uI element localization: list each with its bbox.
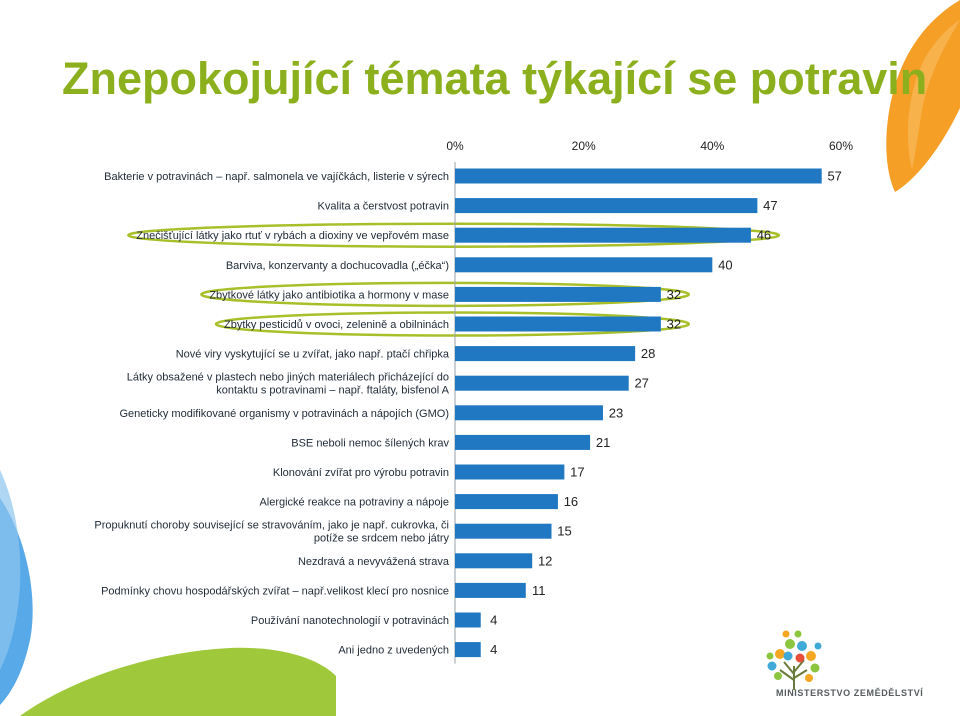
category-label: Nové viry vyskytující se u zvířat, jako … <box>176 349 450 361</box>
value-label: 23 <box>609 405 623 420</box>
ministry-logo <box>762 626 940 708</box>
category-label: Bakterie v potravinách – např. salmonela… <box>104 171 449 183</box>
highlight-ellipses <box>127 222 781 337</box>
category-label-line: Znečišťující látky jako rtuť v rybách a … <box>136 230 449 242</box>
category-label: Podmínky chovu hospodářských zvířat – na… <box>101 585 449 597</box>
x-tick-label: 0% <box>446 139 464 153</box>
category-label-line: BSE neboli nemoc šílených krav <box>291 437 449 449</box>
bar <box>455 227 751 243</box>
bar <box>455 612 481 628</box>
bar <box>455 405 603 421</box>
category-label: Používání nanotechnologií v potravinách <box>251 615 449 627</box>
bar <box>455 316 661 332</box>
bar <box>455 582 526 598</box>
bar <box>455 346 636 362</box>
category-label-line: Bakterie v potravinách – např. salmonela… <box>104 171 449 183</box>
category-label-line: Geneticky modifikované organismy v potra… <box>119 408 449 420</box>
value-label: 4 <box>490 642 497 657</box>
bar <box>455 257 713 273</box>
value-label: 4 <box>490 613 497 628</box>
category-label: Geneticky modifikované organismy v potra… <box>119 408 449 420</box>
x-tick-label: 20% <box>572 139 596 153</box>
value-label: 12 <box>538 553 552 568</box>
category-label-line: Alergické reakce na potraviny a nápoje <box>259 497 449 509</box>
value-label: 11 <box>532 583 546 598</box>
decorative-orange-leaf-highlight <box>908 20 960 170</box>
category-label: Látky obsažené v plastech nebo jiných ma… <box>127 372 450 397</box>
bar <box>455 464 565 480</box>
category-label-line: Látky obsažené v plastech nebo jiných ma… <box>127 372 449 384</box>
bar <box>455 553 533 569</box>
value-label: 57 <box>827 169 841 184</box>
tree-logo-icon <box>766 630 822 690</box>
value-label: 32 <box>667 317 681 332</box>
category-label-line: Nezdravá a nevyvážená strava <box>298 556 450 568</box>
category-label: Propuknutí choroby související se stravo… <box>94 520 449 545</box>
bar <box>455 375 629 391</box>
bar <box>455 494 558 510</box>
value-label: 27 <box>634 376 648 391</box>
value-label: 47 <box>763 198 777 213</box>
category-label: Kvalita a čerstvost potravin <box>318 201 449 213</box>
bars <box>455 168 822 658</box>
bar <box>455 642 481 658</box>
value-label: 17 <box>570 465 584 480</box>
x-axis-ticks: 0% 20% 40% 60% <box>446 139 853 153</box>
category-label: Ani jedno z uvedených <box>338 645 449 657</box>
highlight-ellipse <box>200 281 691 308</box>
category-label-line: Nové viry vyskytující se u zvířat, jako … <box>176 349 450 361</box>
highlight-ellipse <box>127 222 781 248</box>
category-label-line: Propuknutí choroby související se stravo… <box>94 520 449 532</box>
decorative-green-wave <box>20 647 336 716</box>
category-label-line: Podmínky chovu hospodářských zvířat – na… <box>101 585 449 597</box>
category-label: Nezdravá a nevyvážená strava <box>298 556 450 568</box>
value-label: 40 <box>718 257 732 272</box>
category-label-line: Ani jedno z uvedených <box>338 645 449 657</box>
bar <box>455 286 661 302</box>
value-labels: 57 47 46 40 32 32 28 27 23 21 17 16 15 12 11 4 4 <box>490 169 842 658</box>
category-label: Barviva, konzervanty a dochucovadla („éč… <box>226 260 449 272</box>
value-label: 28 <box>641 346 655 361</box>
category-label: Zbytky pesticidů v ovoci, zelenině a obi… <box>224 319 449 331</box>
category-label-line: Zbytkové látky jako antibiotika a hormon… <box>209 289 449 301</box>
bar <box>455 198 758 214</box>
ministry-logo-text: MINISTERSTVO ZEMĚDĚLSTVÍ <box>776 688 924 698</box>
category-label-line: Klonování zvířat pro výrobu potravin <box>273 467 449 479</box>
bar <box>455 434 591 450</box>
category-label: Klonování zvířat pro výrobu potravin <box>273 467 449 479</box>
value-label: 46 <box>757 228 771 243</box>
category-labels: Bakterie v potravinách – např. salmonela… <box>94 171 449 657</box>
category-label-line: kontaktu s potravinami – např. ftaláty, … <box>216 385 449 397</box>
category-label: Znečišťující látky jako rtuť v rybách a … <box>136 230 449 242</box>
highlight-ellipse <box>214 311 691 337</box>
value-label: 32 <box>667 287 681 302</box>
category-label-line: Používání nanotechnologií v potravinách <box>251 615 449 627</box>
category-label: Zbytkové látky jako antibiotika a hormon… <box>209 289 449 301</box>
x-tick-label: 60% <box>829 139 853 153</box>
value-label: 21 <box>596 435 610 450</box>
category-label-line: Zbytky pesticidů v ovoci, zelenině a obi… <box>224 319 449 331</box>
category-label: Alergické reakce na potraviny a nápoje <box>259 497 449 509</box>
category-label-line: Kvalita a čerstvost potravin <box>318 201 449 213</box>
value-label: 15 <box>557 524 571 539</box>
category-label-line: Barviva, konzervanty a dochucovadla („éč… <box>226 260 449 272</box>
bar <box>455 168 822 184</box>
slide-title: Znepokojující témata týkající se potravi… <box>62 53 928 104</box>
value-label: 16 <box>564 494 578 509</box>
bar <box>455 523 552 539</box>
decorative-blue-leaf-light <box>0 470 21 670</box>
category-label-line: potíže se srdcem nebo játry <box>314 533 450 545</box>
category-label: BSE neboli nemoc šílených krav <box>291 437 449 449</box>
x-tick-label: 40% <box>700 139 724 153</box>
